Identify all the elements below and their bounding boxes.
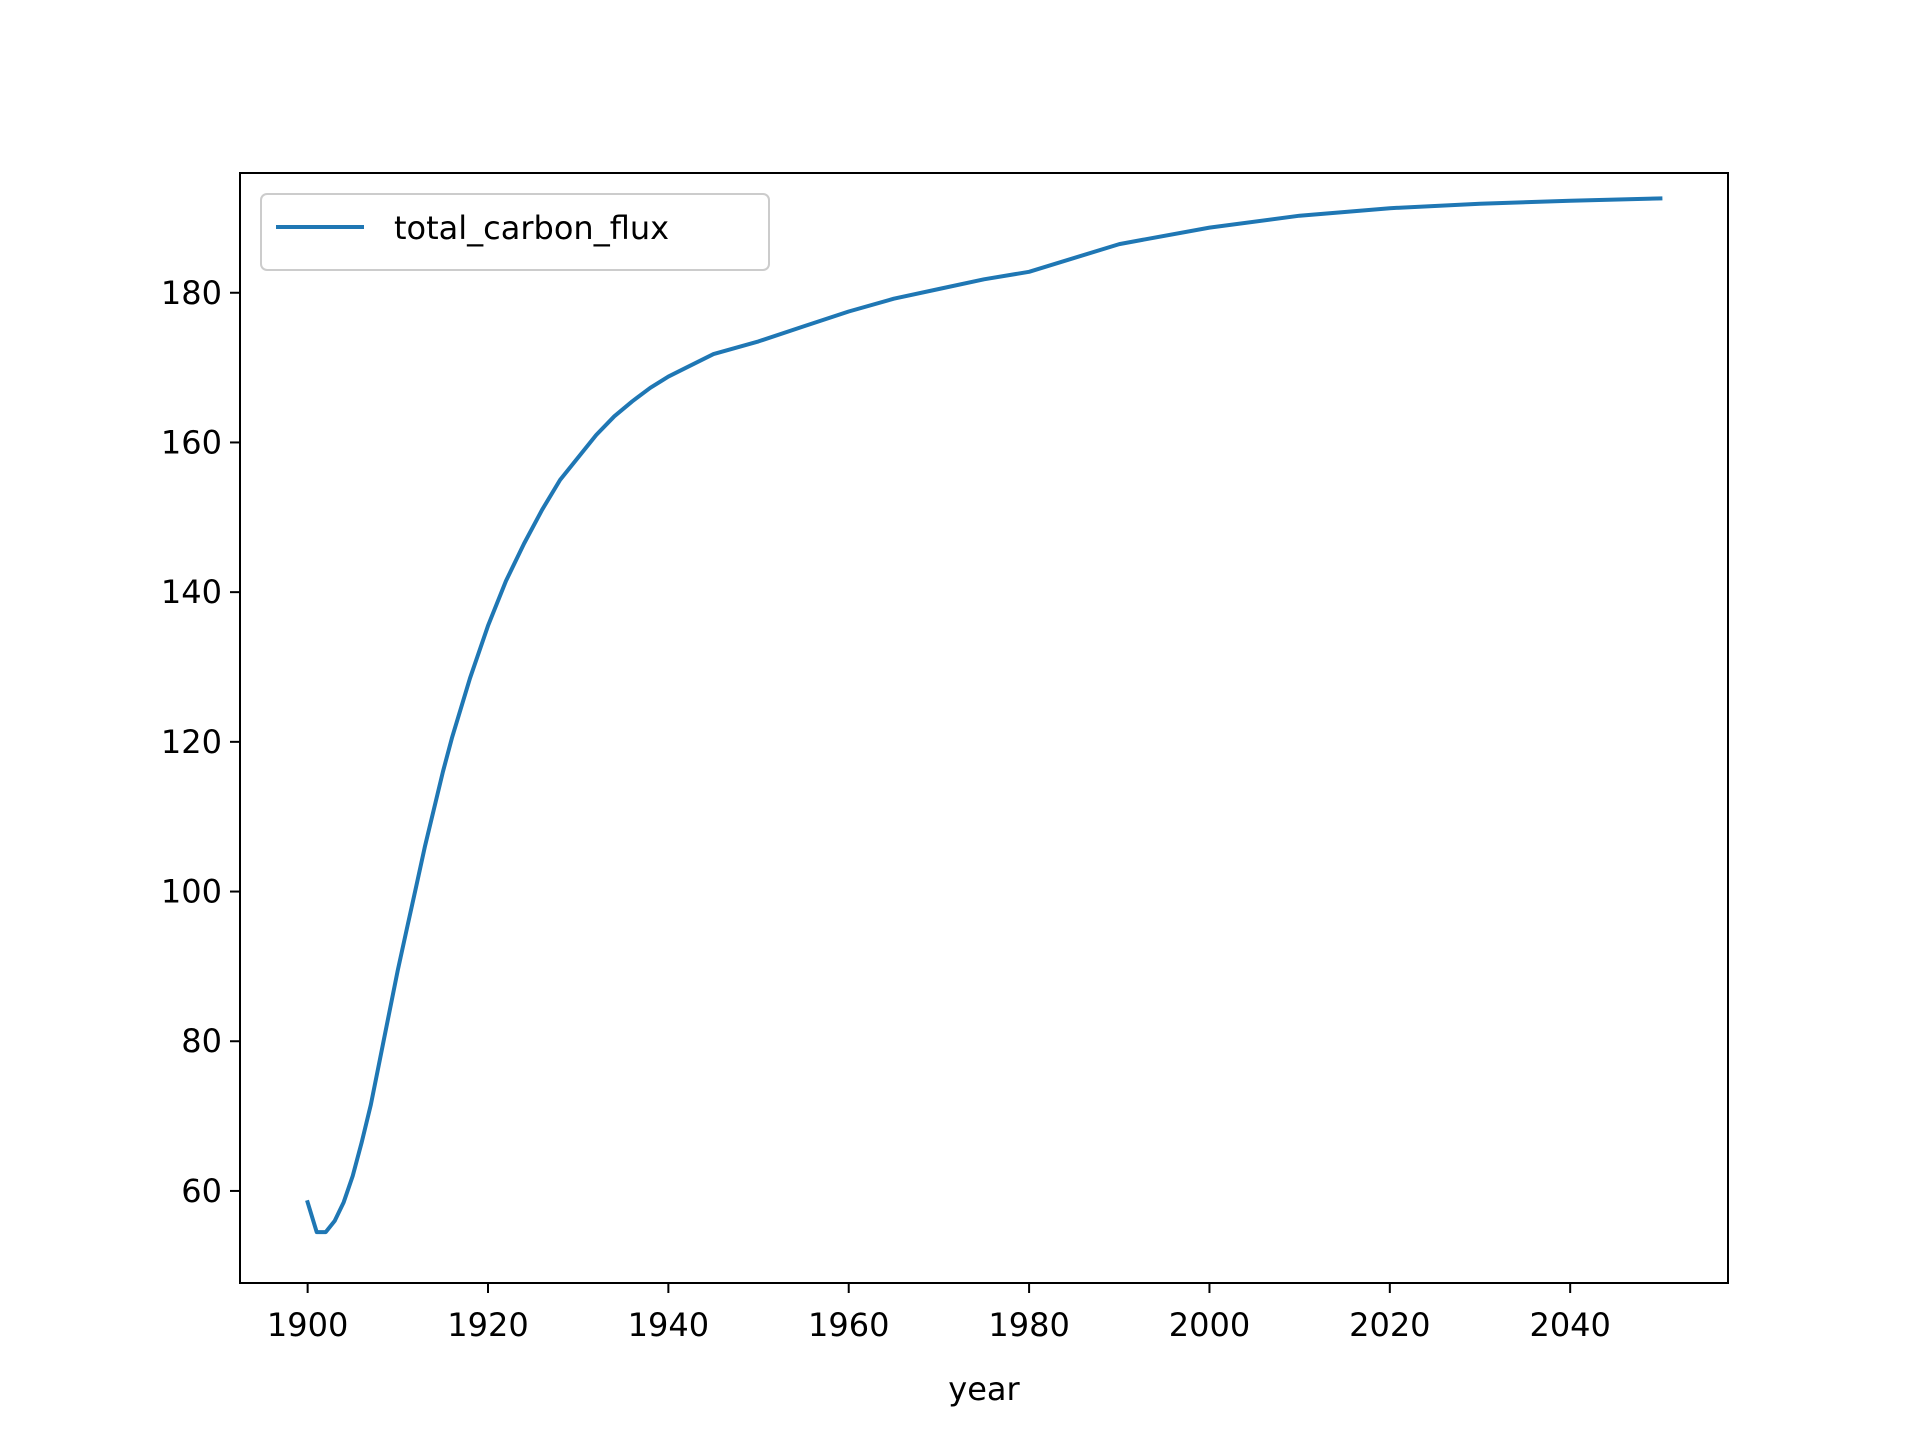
y-tick-label: 160	[161, 423, 222, 461]
x-tick-label: 1920	[447, 1306, 528, 1344]
legend-label: total_carbon_flux	[394, 209, 669, 247]
x-axis-label: year	[948, 1370, 1020, 1408]
plot-frame	[239, 172, 1729, 1284]
series-layer	[305, 196, 1663, 1235]
y-tick-label: 80	[181, 1022, 222, 1060]
x-axis-ticks: 1900 1920 1940 1960 1980 2000 2020 2040	[267, 1283, 1611, 1344]
legend: total_carbon_flux	[260, 193, 770, 271]
series-line-total_carbon_flux	[305, 196, 1663, 1235]
x-tick-label: 1980	[988, 1306, 1069, 1344]
x-tick-label: 1940	[628, 1306, 709, 1344]
y-axis-ticks: 60 80 100 120 140 160 180	[161, 274, 240, 1210]
plot-area	[240, 173, 1728, 1283]
x-tick-label: 2020	[1349, 1306, 1430, 1344]
x-tick-label: 1900	[267, 1306, 348, 1344]
y-tick-label: 60	[181, 1172, 222, 1210]
y-tick-label: 180	[161, 274, 222, 312]
y-tick-label: 100	[161, 873, 222, 911]
y-tick-label: 140	[161, 573, 222, 611]
y-tick-label: 120	[161, 723, 222, 761]
legend-box	[260, 193, 770, 271]
x-tick-label: 2000	[1169, 1306, 1250, 1344]
x-tick-label: 2040	[1529, 1306, 1610, 1344]
x-tick-label: 1960	[808, 1306, 889, 1344]
